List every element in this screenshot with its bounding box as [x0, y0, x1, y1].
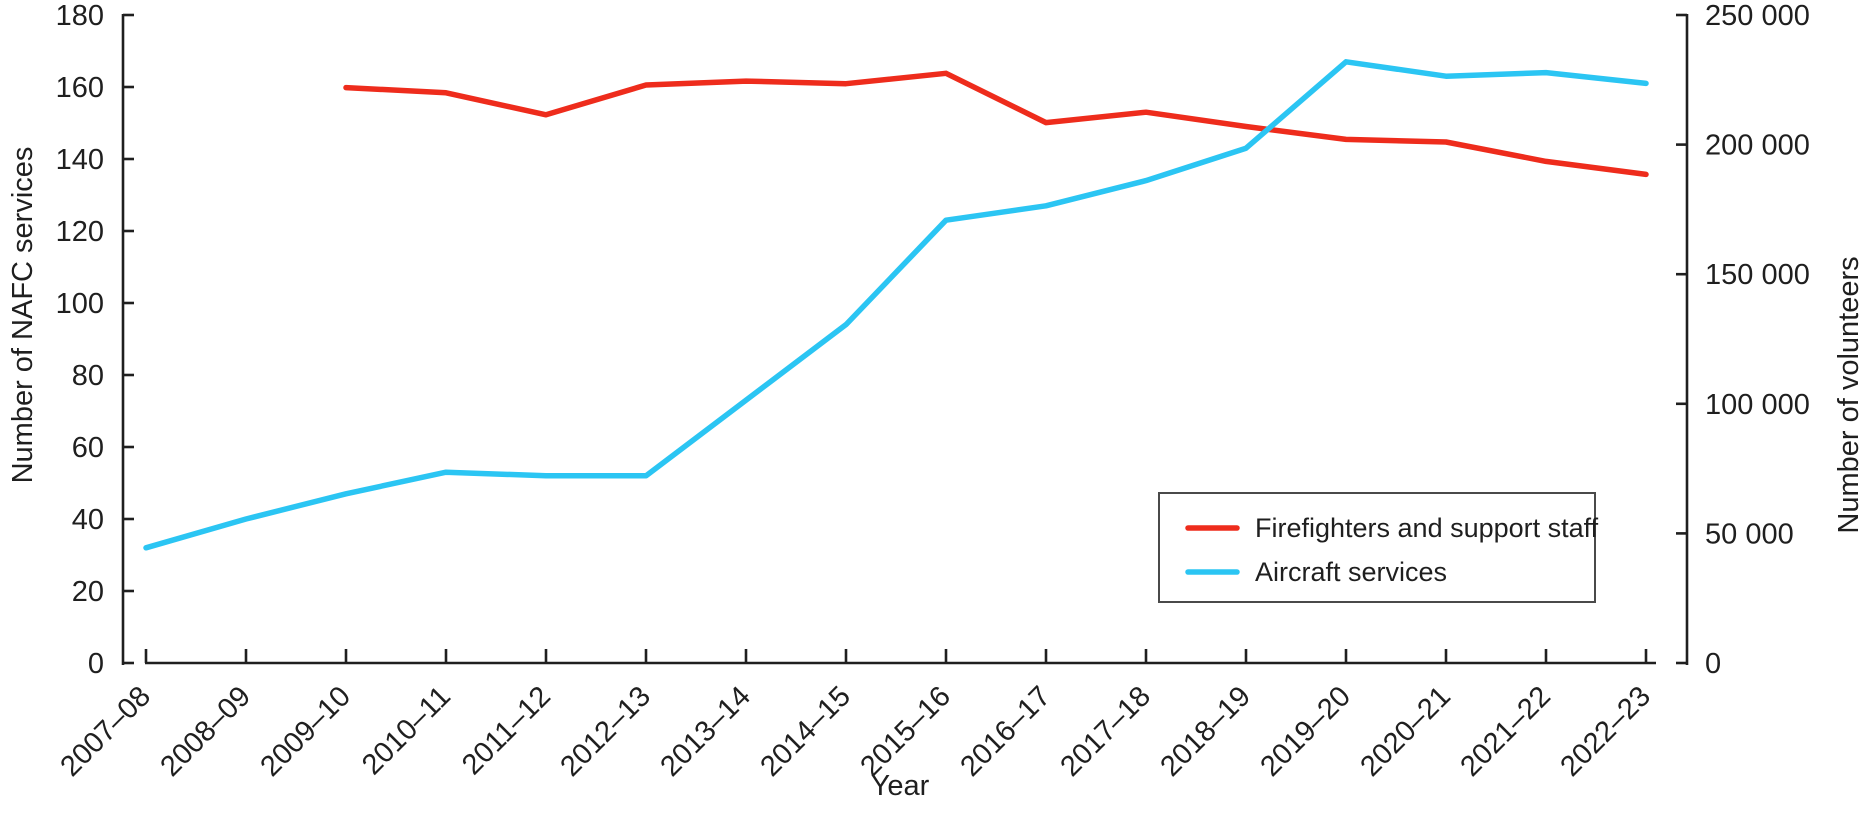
left-axis-tick-label: 40: [72, 504, 104, 536]
x-axis-title: Year: [871, 770, 930, 802]
left-axis-tick-label: 140: [56, 144, 104, 176]
right-axis-title: Number of volunteers: [1833, 256, 1865, 533]
x-axis-tick-label: 2011–12: [456, 680, 557, 781]
x-axis-tick-label: 2019–20: [1254, 680, 1356, 782]
right-axis-tick-label: 250 000: [1705, 0, 1810, 32]
line-aircraft-services: [143, 59, 1649, 551]
right-axis-tick-label: 100 000: [1705, 389, 1810, 421]
left-axis-tick-label: 0: [88, 648, 104, 680]
axes-spines: [121, 14, 1689, 665]
x-axis-tick-label: 2022–23: [1554, 680, 1656, 782]
legend-border: [1158, 492, 1596, 603]
left-axis-tick-label: 160: [56, 72, 104, 104]
x-axis-tick-label: 2015–16: [854, 680, 956, 782]
left-axis-title: Number of NAFC services: [7, 147, 39, 484]
x-axis-tick-label: 2010–11: [356, 680, 457, 781]
right-axis-tick-label: 200 000: [1705, 130, 1810, 162]
x-axis-tick-label: 2014–15: [754, 680, 856, 782]
legend-label-firefighters: Firefighters and support staff: [1255, 513, 1599, 543]
x-axis-tick-label: 2009–10: [254, 680, 356, 782]
left-axis-tick-label: 60: [72, 432, 104, 464]
right-axis-tick-label: 50 000: [1705, 518, 1794, 550]
line-firefighters-and-support-staff: [343, 70, 1649, 178]
left-axis-tick-label: 20: [72, 576, 104, 608]
series-lines: [143, 59, 1649, 551]
left-axis-tick-label: 120: [56, 216, 104, 248]
right-axis-tick-label: 0: [1705, 648, 1721, 680]
legend: Firefighters and support staff Aircraft …: [1158, 492, 1599, 603]
left-axis-tick-label: 80: [72, 360, 104, 392]
left-axis-tick-label: 180: [56, 0, 104, 32]
x-axis-tick-label: 2017–18: [1054, 680, 1156, 782]
x-axis-tick-label: 2016–17: [954, 680, 1056, 782]
x-axis-tick-label: 2012–13: [554, 680, 656, 782]
x-axis-tick-label: 2018–19: [1154, 680, 1256, 782]
x-axis-tick-label: 2013–14: [654, 680, 756, 782]
x-axis-tick-label: 2007–08: [54, 680, 156, 782]
left-axis-tick-label: 100: [56, 288, 104, 320]
right-axis-tick-label: 150 000: [1705, 259, 1810, 291]
legend-label-aircraft: Aircraft services: [1255, 557, 1447, 587]
x-axis-tick-label: 2021–22: [1454, 680, 1556, 782]
axis-ticks: 0 20 40 60 80 100 120 140 160 180 0 50 000 100 000 15…: [54, 0, 1809, 783]
x-axis-tick-label: 2008–09: [154, 680, 256, 782]
x-axis-tick-label: 2020–21: [1354, 680, 1456, 782]
